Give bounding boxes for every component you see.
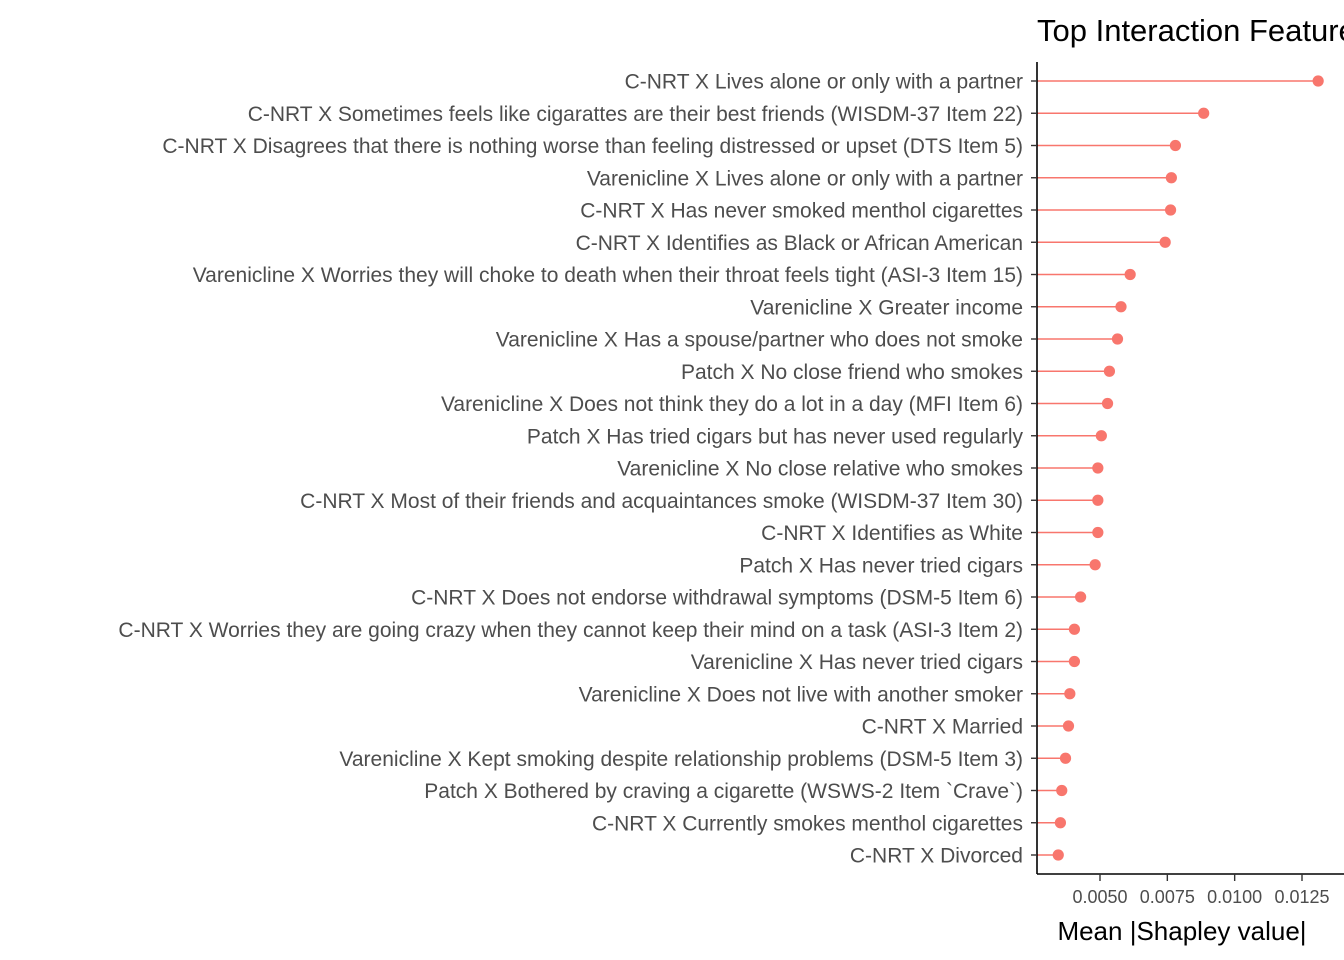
y-tick-label: Patch X Has never tried cigars (739, 554, 1023, 577)
lollipop-point (1159, 236, 1171, 248)
y-tick-label: Varenicline X Has a spouse/partner who d… (496, 329, 1023, 352)
y-tick-label: Varenicline X Has never tried cigars (691, 651, 1023, 674)
lollipop-point (1056, 784, 1068, 797)
lollipop-point (1089, 559, 1101, 571)
y-tick-label: C-NRT X Does not endorse withdrawal symp… (411, 587, 1023, 610)
lollipop-point (1062, 720, 1075, 732)
lollipop-point (1124, 268, 1136, 281)
lollipop-point (1312, 75, 1324, 87)
y-tick-label: Varenicline X Greater income (750, 296, 1023, 319)
lollipop-point (1092, 526, 1104, 539)
lollipop-point (1095, 430, 1107, 442)
y-tick-label: C-NRT X Disagrees that there is nothing … (162, 135, 1023, 158)
x-tick-label: 0.0050 (1072, 887, 1127, 907)
lollipop-point (1111, 333, 1124, 345)
x-axis-title: Mean |Shapley value| (1057, 916, 1306, 946)
y-tick-label: C-NRT X Identifies as Black or African A… (576, 232, 1023, 255)
y-tick-label: C-NRT X Lives alone or only with a partn… (625, 71, 1023, 94)
y-tick-label: C-NRT X Married (862, 716, 1023, 739)
y-tick-label: C-NRT X Most of their friends and acquai… (300, 490, 1023, 513)
y-tick-label: C-NRT X Sometimes feels like cigarattes … (248, 103, 1023, 126)
lollipop-point (1075, 591, 1087, 603)
y-tick-label: Varenicline X No close relative who smok… (617, 458, 1023, 481)
y-tick-label: Patch X Has tried cigars but has never u… (527, 425, 1024, 448)
y-tick-label: C-NRT X Identifies as White (761, 522, 1023, 545)
y-tick-label: Varenicline X Does not live with another… (579, 683, 1023, 706)
y-tick-label: Varenicline X Does not think they do a l… (441, 393, 1023, 416)
lollipop-point (1052, 849, 1064, 861)
lollipop-point (1064, 688, 1076, 700)
lollipop-point (1054, 817, 1067, 829)
y-axis-labels: C-NRT X Lives alone or only with a partn… (118, 71, 1037, 868)
lollipop-point (1068, 623, 1081, 635)
y-tick-label: C-NRT X Has never smoked menthol cigaret… (580, 200, 1023, 223)
x-axis-ticks: 0.0050 0.0075 0.0100 0.0125 (1072, 874, 1330, 907)
lollipop-point (1092, 462, 1104, 474)
lollipop-point (1198, 107, 1210, 119)
lollipop-point (1059, 752, 1072, 764)
lollipop-point (1169, 139, 1182, 152)
y-tick-label: C-NRT X Currently smokes menthol cigaret… (592, 812, 1023, 835)
lollipop-point (1092, 494, 1104, 506)
y-tick-label: Varenicline X Lives alone or only with a… (587, 167, 1023, 190)
lollipop-point (1103, 365, 1116, 377)
lollipop-point (1115, 301, 1127, 313)
lollipop-point (1164, 204, 1177, 216)
y-tick-label: Varenicline X Worries they will choke to… (193, 264, 1023, 287)
y-tick-label: Patch X Bothered by craving a cigarette … (424, 780, 1023, 803)
y-tick-label: C-NRT X Divorced (850, 845, 1023, 868)
chart-marks (1037, 75, 1324, 861)
lollipop-point (1068, 655, 1081, 668)
chart-title: Top Interaction Features (1037, 13, 1344, 48)
x-tick-label: 0.0075 (1140, 887, 1195, 907)
lollipop-point (1165, 172, 1177, 184)
y-tick-label: Varenicline X Kept smoking despite relat… (339, 748, 1023, 771)
x-tick-label: 0.0125 (1274, 887, 1329, 907)
y-tick-label: C-NRT X Worries they are going crazy whe… (118, 619, 1023, 642)
x-tick-label: 0.0100 (1207, 887, 1262, 907)
lollipop-point (1101, 397, 1114, 410)
y-tick-label: Patch X No close friend who smokes (681, 361, 1023, 384)
